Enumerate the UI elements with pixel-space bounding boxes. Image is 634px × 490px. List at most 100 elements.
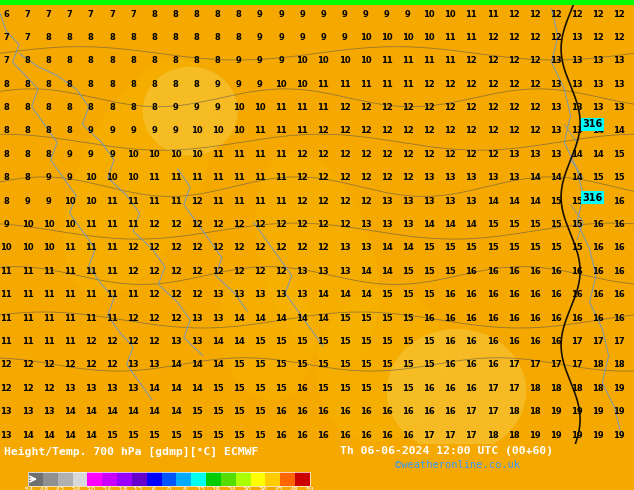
Text: 15: 15 <box>318 361 329 369</box>
Text: 15: 15 <box>465 244 477 252</box>
Text: 15: 15 <box>423 361 435 369</box>
Text: 36: 36 <box>259 487 268 490</box>
Text: 11: 11 <box>169 173 181 182</box>
Text: 15: 15 <box>233 431 245 440</box>
Text: 14: 14 <box>592 150 604 159</box>
Text: 15: 15 <box>571 220 583 229</box>
Text: 13: 13 <box>423 173 435 182</box>
Text: 14: 14 <box>381 267 392 276</box>
Text: 15: 15 <box>275 361 287 369</box>
Text: 13: 13 <box>212 290 224 299</box>
Bar <box>146 472 162 486</box>
Text: 14: 14 <box>85 431 97 440</box>
Text: 12: 12 <box>318 220 329 229</box>
Text: 12: 12 <box>571 9 583 19</box>
Text: 12: 12 <box>381 173 392 182</box>
Text: 14: 14 <box>275 314 287 322</box>
Text: 16: 16 <box>592 290 604 299</box>
Text: 12: 12 <box>339 150 351 159</box>
Text: 13: 13 <box>402 220 414 229</box>
Bar <box>221 472 236 486</box>
Text: 10: 10 <box>191 126 202 136</box>
Text: 14: 14 <box>148 384 160 393</box>
Text: 13: 13 <box>444 196 456 206</box>
Text: 12: 12 <box>127 267 139 276</box>
Text: 12: 12 <box>486 33 498 42</box>
Text: 8: 8 <box>152 56 157 65</box>
Text: 14: 14 <box>381 244 392 252</box>
Text: 0: 0 <box>167 487 171 490</box>
Ellipse shape <box>387 329 526 453</box>
Text: 17: 17 <box>486 407 498 416</box>
Text: 18: 18 <box>571 384 583 393</box>
Text: 16: 16 <box>550 290 562 299</box>
Text: 11: 11 <box>106 314 118 322</box>
Text: 8: 8 <box>67 33 73 42</box>
Text: 12: 12 <box>42 361 55 369</box>
Bar <box>87 472 102 486</box>
Text: 17: 17 <box>508 361 519 369</box>
Text: 14: 14 <box>318 290 329 299</box>
Text: 10: 10 <box>42 244 55 252</box>
Text: 15: 15 <box>212 431 224 440</box>
Text: 8: 8 <box>152 80 157 89</box>
Text: 12: 12 <box>359 150 372 159</box>
Text: 11: 11 <box>254 196 266 206</box>
Text: 16: 16 <box>381 431 392 440</box>
Text: 7: 7 <box>25 9 30 19</box>
Text: 16: 16 <box>486 314 498 322</box>
Text: 10: 10 <box>22 244 34 252</box>
Text: 16: 16 <box>508 267 519 276</box>
Text: 11: 11 <box>22 290 34 299</box>
Text: 16: 16 <box>529 267 541 276</box>
Text: 11: 11 <box>233 150 245 159</box>
Text: 9: 9 <box>88 126 94 136</box>
Text: 16: 16 <box>402 431 414 440</box>
Text: 18: 18 <box>529 384 541 393</box>
Text: 15: 15 <box>444 267 456 276</box>
Text: 13: 13 <box>254 290 266 299</box>
Text: 12: 12 <box>191 196 202 206</box>
Text: 15: 15 <box>613 173 625 182</box>
Text: 12: 12 <box>22 384 34 393</box>
Text: 16: 16 <box>529 314 541 322</box>
Text: 8: 8 <box>46 103 51 112</box>
Text: 11: 11 <box>22 267 34 276</box>
Text: 12: 12 <box>529 126 541 136</box>
Text: 15: 15 <box>423 244 435 252</box>
Text: 12: 12 <box>444 150 456 159</box>
Text: 16: 16 <box>529 337 541 346</box>
Text: 13: 13 <box>465 196 477 206</box>
Text: 11: 11 <box>148 196 160 206</box>
Text: 11: 11 <box>1 267 12 276</box>
Text: 16: 16 <box>465 361 477 369</box>
Text: 11: 11 <box>1 337 12 346</box>
Text: 15: 15 <box>275 337 287 346</box>
Text: 14: 14 <box>212 337 224 346</box>
Text: 13: 13 <box>571 33 583 42</box>
Text: 12: 12 <box>508 126 519 136</box>
Bar <box>43 472 58 486</box>
Text: 11: 11 <box>212 196 224 206</box>
Text: 15: 15 <box>254 361 266 369</box>
Text: 16: 16 <box>613 196 625 206</box>
Text: 11: 11 <box>42 267 55 276</box>
Text: 9: 9 <box>3 220 10 229</box>
Text: 11: 11 <box>381 80 392 89</box>
Text: 12: 12 <box>339 173 351 182</box>
Text: 16: 16 <box>571 267 583 276</box>
Text: 16: 16 <box>592 267 604 276</box>
Text: 13: 13 <box>359 244 372 252</box>
Text: 9: 9 <box>172 126 178 136</box>
Text: 13: 13 <box>402 196 414 206</box>
Text: 9: 9 <box>236 80 242 89</box>
Text: 13: 13 <box>191 337 202 346</box>
Text: 13: 13 <box>592 103 604 112</box>
Text: 10: 10 <box>296 56 308 65</box>
Text: 15: 15 <box>212 384 224 393</box>
Text: 8: 8 <box>3 126 10 136</box>
Text: 16: 16 <box>486 290 498 299</box>
Text: 12: 12 <box>402 103 414 112</box>
Text: 15: 15 <box>486 220 498 229</box>
Text: 13: 13 <box>296 290 308 299</box>
